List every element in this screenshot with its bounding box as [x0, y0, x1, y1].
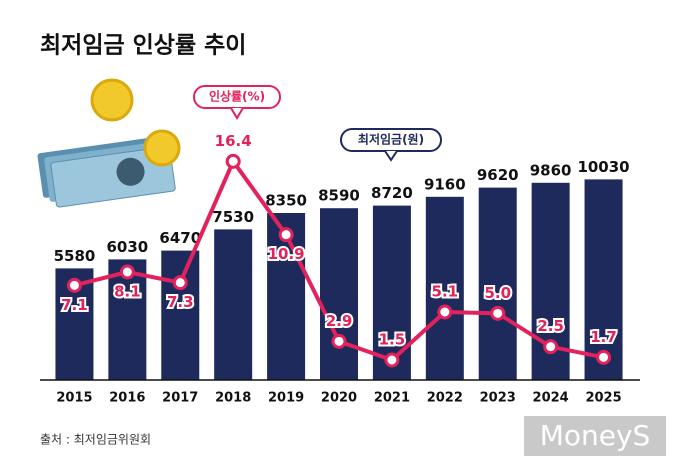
money-illustration [37, 78, 181, 208]
bar [161, 250, 200, 380]
point [384, 352, 400, 368]
bar-label: 8720 [371, 184, 413, 202]
bar-label: 9620 [477, 166, 519, 184]
bar-label: 10030 [577, 158, 629, 176]
point [119, 264, 135, 280]
bar-label: 9860 [530, 161, 572, 179]
line-label: 1.7 [590, 328, 617, 346]
line-label: 2.9 [326, 312, 353, 330]
bar [478, 187, 517, 380]
x-tick-label: 2020 [321, 391, 357, 406]
point [172, 275, 188, 291]
x-tick-label: 2017 [162, 391, 198, 406]
rate-callout: 인상률(%) [193, 85, 281, 120]
bar [214, 229, 253, 380]
line-label: 7.3 [167, 293, 194, 311]
point [225, 153, 241, 169]
bar [584, 179, 623, 380]
x-tick-label: 2016 [109, 391, 145, 406]
callout-label: 인상률(%) [209, 89, 265, 104]
point [278, 227, 294, 243]
line-label: 1.5 [379, 331, 406, 349]
bar-label: 5580 [54, 247, 96, 265]
line-label: 10.9 [268, 245, 305, 263]
line-label: 5.0 [484, 284, 511, 302]
line-label: 5.1 [432, 283, 459, 301]
x-tick-label: 2023 [480, 391, 516, 406]
chart-title: 최저임금 인상률 추이 [40, 33, 246, 59]
point [66, 277, 82, 293]
x-tick-label: 2015 [56, 391, 92, 406]
line-label: 7.1 [61, 296, 88, 314]
bar-label: 9160 [424, 175, 466, 193]
bar-label: 7530 [212, 208, 254, 226]
point [543, 339, 559, 355]
x-tick-label: 2019 [268, 391, 304, 406]
bar-label: 8590 [318, 187, 360, 205]
bar [320, 208, 358, 380]
source: 출처 : 최저임금위원회 [40, 433, 151, 447]
x-tick-label: 2021 [374, 391, 410, 406]
point [596, 349, 612, 365]
x-tick-label: 2018 [215, 391, 251, 406]
line-label: 8.1 [114, 283, 141, 301]
wage-callout: 최저임금(원) [340, 128, 442, 162]
watermark-box [524, 416, 666, 456]
bar-label: 8350 [265, 192, 307, 210]
point [331, 333, 347, 349]
bar [425, 196, 464, 380]
x-tick-label: 2025 [585, 391, 621, 406]
point [490, 305, 506, 321]
watermark: MoneyS [540, 419, 651, 452]
bar-label: 6470 [159, 229, 201, 247]
callout-label: 최저임금(원) [358, 132, 424, 147]
bar-label: 6030 [106, 238, 148, 256]
x-tick-label: 2024 [533, 391, 569, 406]
x-tick-label: 2022 [427, 391, 463, 406]
line-label: 16.4 [215, 132, 252, 150]
point [437, 304, 453, 320]
line-label: 2.5 [537, 317, 564, 335]
